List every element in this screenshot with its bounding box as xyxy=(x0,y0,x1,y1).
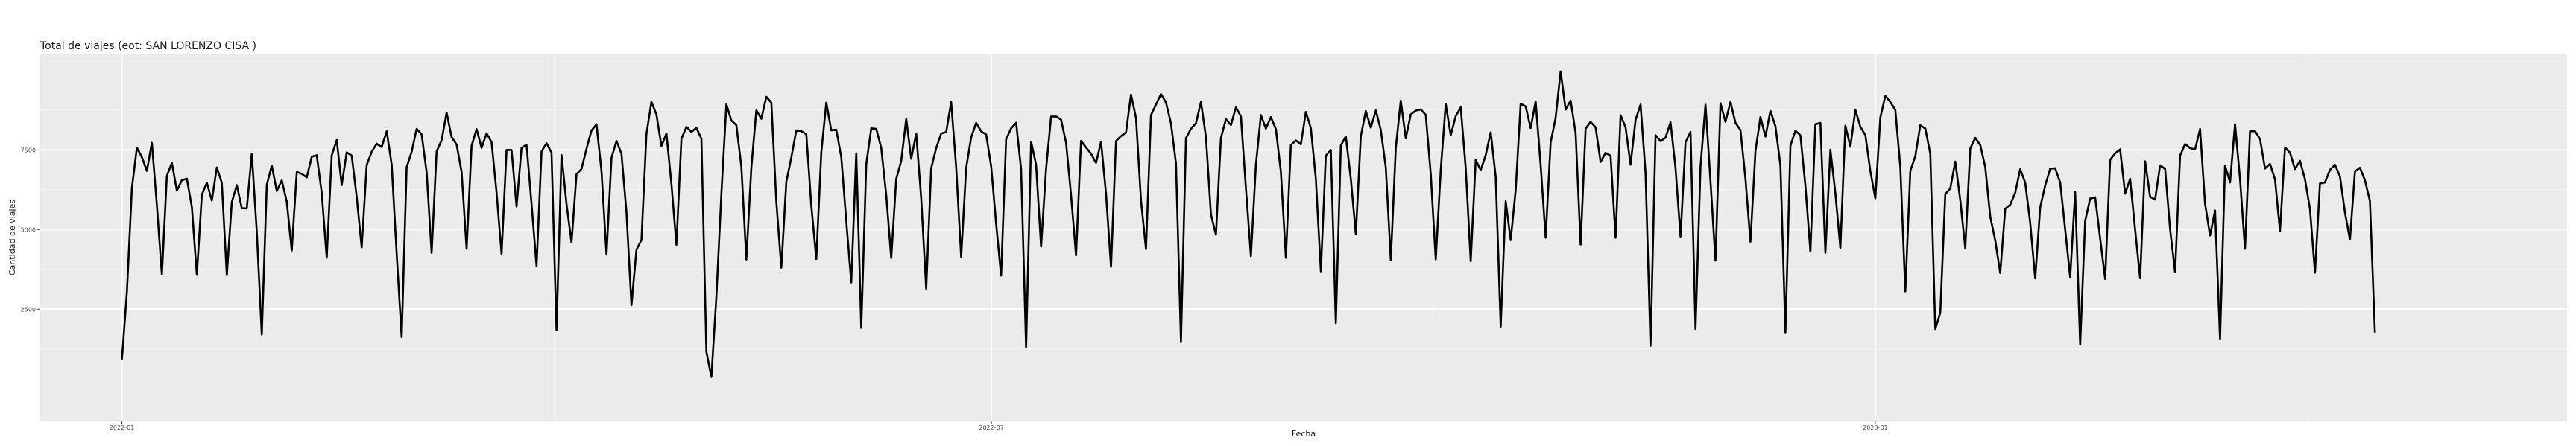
y-axis: 2500 5000 7500 xyxy=(21,147,40,313)
x-axis: 2022-01 2022-07 2023-01 xyxy=(110,421,1888,431)
x-tick-label: 2023-01 xyxy=(1863,424,1887,431)
x-axis-label: Fecha xyxy=(1292,429,1316,439)
y-axis-label: Cantidad de viajes xyxy=(7,200,17,275)
plot-panel xyxy=(40,54,2567,421)
y-tick-label: 2500 xyxy=(21,306,36,313)
major-gridlines xyxy=(40,54,2567,421)
series-line xyxy=(121,70,2376,378)
chart-title: Total de viajes (eot: SAN LORENZO CISA ) xyxy=(40,40,256,52)
minor-gridlines xyxy=(40,54,2567,421)
x-tick-label: 2022-07 xyxy=(979,424,1003,431)
y-tick-label: 7500 xyxy=(21,147,36,153)
x-tick-label: 2022-01 xyxy=(110,424,134,431)
y-tick-label: 5000 xyxy=(21,226,36,233)
